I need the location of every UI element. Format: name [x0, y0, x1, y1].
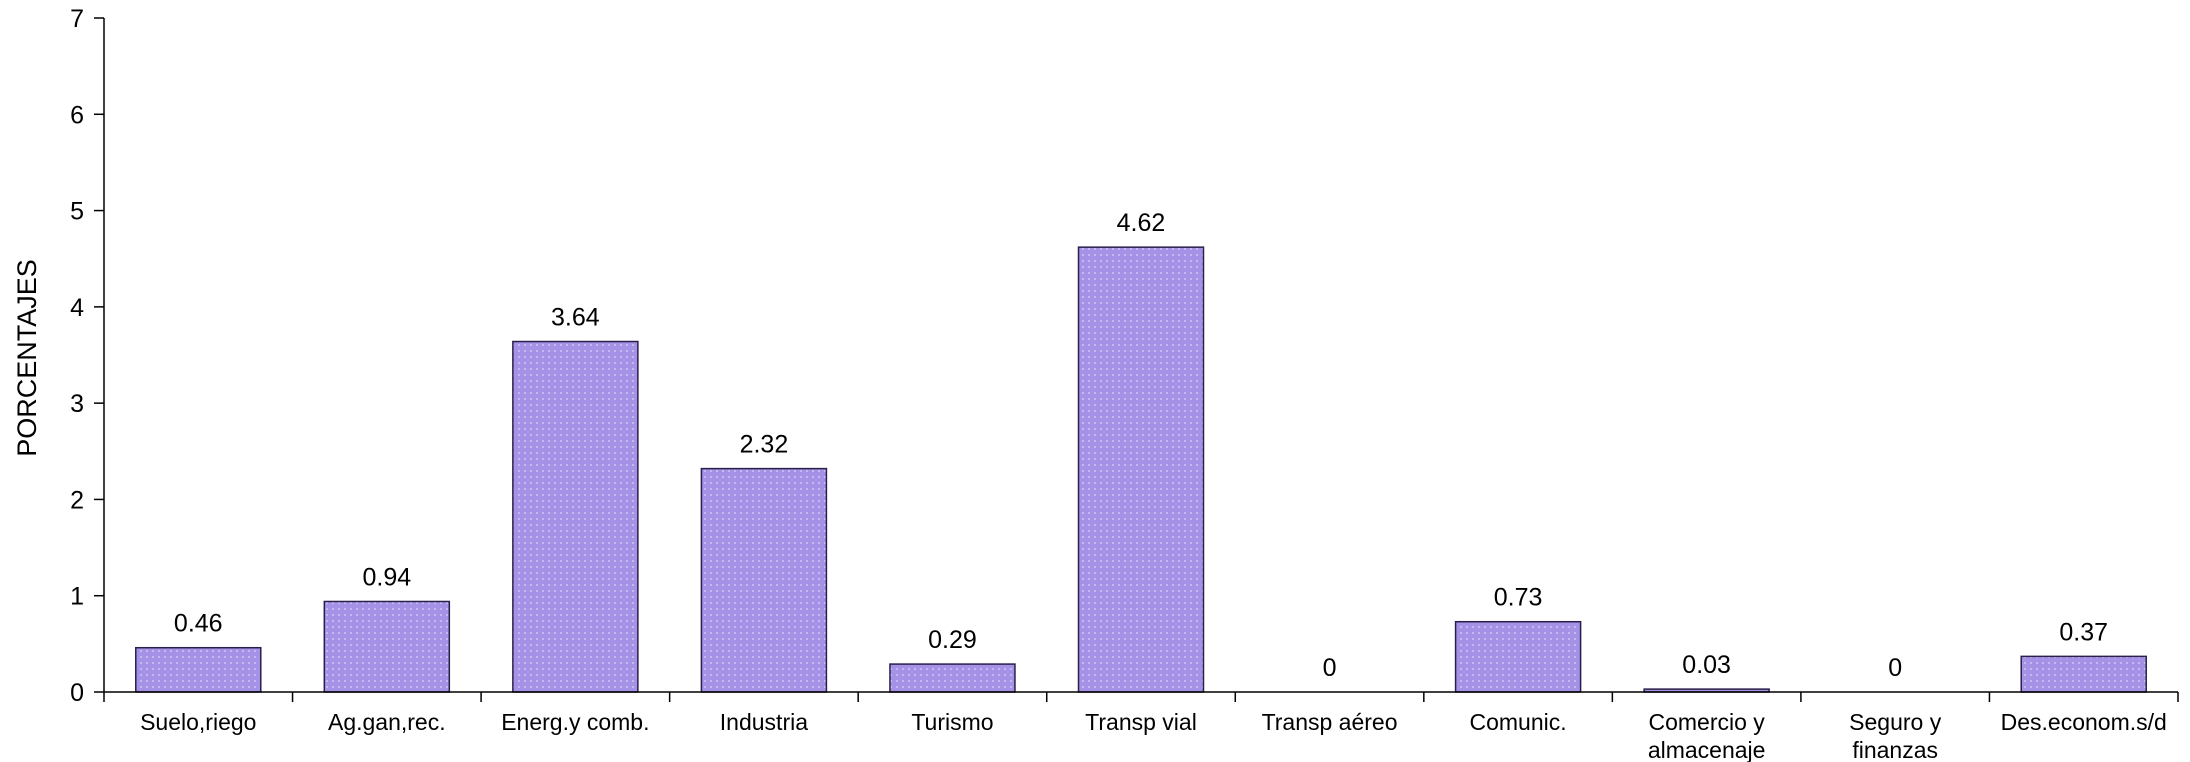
- category-label: Transp aéreo: [1262, 709, 1398, 735]
- y-tick-label: 4: [70, 294, 84, 322]
- data-label: 2.32: [740, 431, 789, 459]
- axes-group: [94, 17, 2179, 702]
- data-label: 0.29: [928, 626, 977, 654]
- data-label: 0.37: [2059, 618, 2108, 646]
- category-label: Suelo,riego: [140, 709, 256, 735]
- bar: [512, 340, 639, 693]
- category-label: almacenaje: [1648, 737, 1766, 762]
- bar: [135, 646, 262, 693]
- y-tick-label: 7: [70, 5, 84, 33]
- data-label: 0: [1888, 654, 1902, 682]
- bars-group: [135, 246, 2147, 693]
- bar: [1077, 246, 1205, 693]
- bar: [700, 467, 828, 693]
- data-label: 4.62: [1117, 209, 1166, 237]
- y-axis-title: PORCENTAJES: [12, 259, 42, 457]
- category-label: Comercio y: [1648, 709, 1765, 735]
- category-label: finanzas: [1852, 737, 1938, 762]
- y-tick-label: 1: [70, 583, 84, 611]
- data-label: 0.94: [362, 563, 411, 591]
- category-label: Comunic.: [1470, 709, 1567, 735]
- y-tick-label: 6: [70, 101, 84, 129]
- bar: [2020, 655, 2147, 693]
- y-tick-label: 0: [70, 679, 84, 707]
- y-tick-label: 5: [70, 198, 84, 226]
- category-label: Industria: [720, 709, 808, 735]
- data-label: 3.64: [551, 304, 600, 332]
- data-label: 0.03: [1682, 651, 1731, 679]
- category-label: Seguro y: [1849, 709, 1942, 735]
- labels-group: 0 1 2 3 4 5 6 7 0.46 Suelo,riego 0.94 Ag.gan,rec. 3.…: [70, 5, 2167, 762]
- category-label: Ag.gan,rec.: [328, 709, 446, 735]
- data-label: 0.46: [174, 610, 223, 638]
- bar: [889, 663, 1016, 693]
- category-label: Turismo: [911, 709, 993, 735]
- category-label: Energ.y comb.: [501, 709, 649, 735]
- bar: [1454, 620, 1582, 693]
- data-label: 0.73: [1494, 584, 1543, 612]
- y-tick-label: 2: [70, 486, 84, 514]
- bar: [323, 600, 451, 693]
- y-tick-label: 3: [70, 390, 84, 418]
- category-label: Des.econom.s/d: [2001, 709, 2167, 735]
- category-label: Transp vial: [1085, 709, 1197, 735]
- data-label: 0: [1323, 654, 1337, 682]
